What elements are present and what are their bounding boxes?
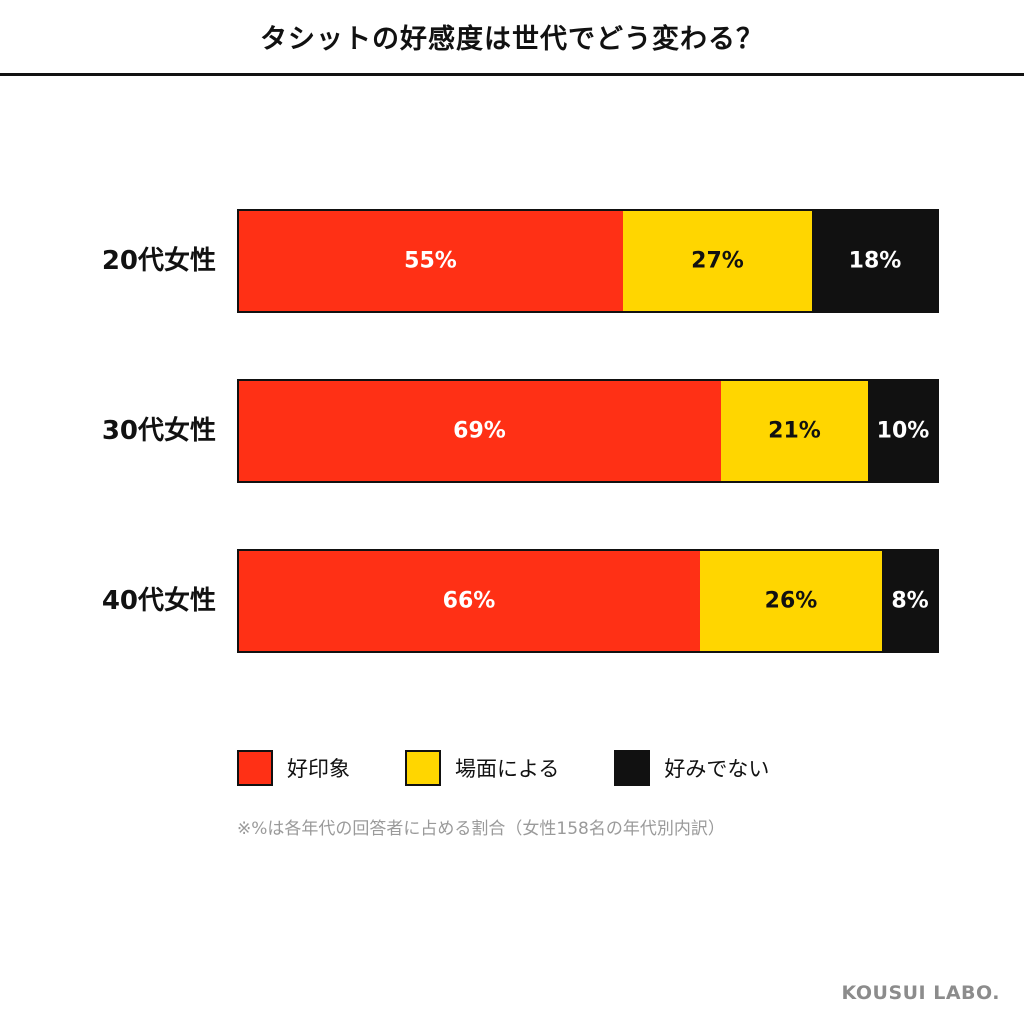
data-label-1-0: 69% [453, 419, 506, 444]
bar-segment-0-2 [812, 210, 938, 312]
data-label-2-0: 66% [443, 589, 496, 614]
category-label-1: 30代女性 [102, 415, 216, 446]
legend-item-dislike: 好みでない [614, 750, 769, 786]
legend-swatch-dislike [614, 750, 651, 786]
legend-swatch-depends [405, 750, 441, 786]
bar-segment-2-1 [700, 550, 882, 652]
bar-outline-2 [237, 549, 939, 653]
legend-label-good: 好印象 [287, 757, 350, 781]
bar-outline-1 [237, 379, 939, 483]
legend: 好印象 場面による 好みでない [237, 748, 824, 788]
data-label-0-2: 18% [849, 249, 902, 274]
bar-segment-2-2 [882, 550, 938, 652]
header-bar: タシットの好感度は世代でどう変わる？ [0, 0, 1024, 76]
footnote: ※%は各年代の回答者に占める割合（女性158名の年代別内訳） [237, 819, 725, 839]
bar-segment-1-1 [721, 380, 868, 482]
legend-label-dislike: 好みでない [664, 757, 770, 781]
bar-segment-1-0 [238, 380, 721, 482]
bar-outline-0 [237, 209, 939, 313]
bar-segment-1-2 [868, 380, 938, 482]
page-title: タシットの好感度は世代でどう変わる？ [260, 24, 764, 55]
data-label-0-1: 27% [691, 249, 744, 274]
legend-item-good: 好印象 [237, 750, 350, 786]
data-label-2-1: 26% [765, 589, 818, 614]
bar-segment-0-1 [623, 210, 812, 312]
category-label-0: 20代女性 [102, 245, 216, 276]
bar-segment-0-0 [238, 210, 623, 312]
brand-logo-text: KOUSUI LABO. [841, 982, 1000, 1004]
bar-segment-2-0 [238, 550, 700, 652]
data-label-1-1: 21% [768, 419, 821, 444]
legend-swatch-good [237, 750, 273, 786]
data-label-2-2: 8% [891, 589, 928, 614]
data-label-1-2: 10% [877, 419, 930, 444]
legend-label-depends: 場面による [455, 757, 560, 781]
category-label-2: 40代女性 [102, 585, 216, 616]
data-label-0-0: 55% [404, 249, 457, 274]
legend-item-depends: 場面による [405, 750, 559, 786]
